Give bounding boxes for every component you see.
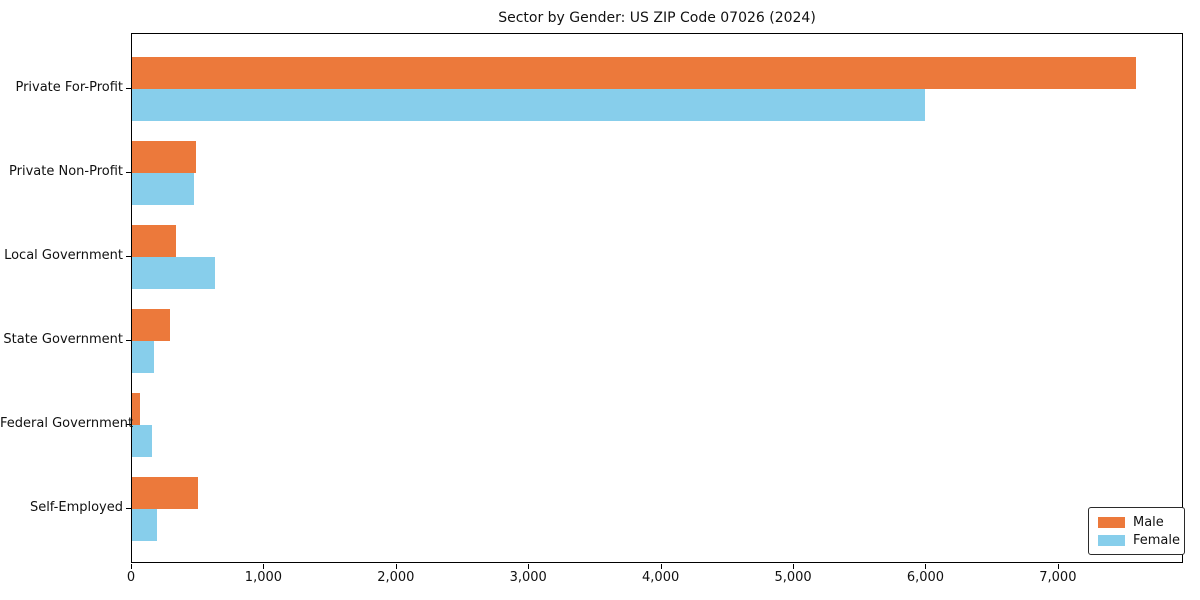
y-tick-label-local-government: Local Government: [4, 248, 123, 263]
y-tick-mark: [126, 508, 131, 509]
x-tick-mark: [263, 564, 265, 569]
y-tick-label-state-government: State Government: [3, 332, 123, 347]
y-tick-label-federal-government: Federal Government: [0, 416, 134, 431]
x-tick-mark: [528, 564, 530, 569]
female-swatch: [1098, 535, 1125, 546]
x-tick-mark: [131, 564, 132, 569]
x-tick-label-6000: 6,000: [906, 570, 945, 585]
x-tick-mark: [660, 564, 662, 569]
y-tick-mark: [126, 88, 131, 89]
x-tick-mark: [395, 564, 397, 569]
male-swatch: [1098, 517, 1125, 528]
x-tick-label-3000: 3,000: [509, 570, 547, 585]
chart-title: Sector by Gender: US ZIP Code 07026 (202…: [498, 10, 816, 26]
x-tick-label-5000: 5,000: [774, 570, 812, 585]
y-tick-label-private-non-profit: Private Non-Profit: [9, 164, 123, 179]
x-tick-mark: [925, 564, 927, 569]
bar-male-state-government: [132, 309, 170, 341]
plot-area: [131, 33, 1183, 563]
x-tick-mark: [793, 564, 795, 569]
legend-label-male: Male: [1133, 515, 1164, 530]
x-tick-label-1000: 1,000: [244, 570, 283, 585]
bar-female-self-employed: [132, 509, 157, 541]
bar-male-federal-government: [132, 393, 140, 425]
y-tick-mark: [126, 256, 131, 257]
x-tick-label-4000: 4,000: [642, 570, 680, 585]
x-tick-label-2000: 2,000: [377, 570, 415, 585]
bar-female-federal-government: [132, 425, 152, 457]
y-tick-label-self-employed: Self-Employed: [29, 500, 123, 515]
bar-male-self-employed: [132, 477, 198, 509]
bar-female-state-government: [132, 341, 154, 373]
legend-label-female: Female: [1133, 533, 1181, 548]
legend-entry-male: Male: [1098, 515, 1176, 530]
bar-male-private-non-profit: [132, 141, 196, 173]
bar-male-private-for-profit: [132, 57, 1136, 89]
y-tick-mark: [126, 172, 131, 173]
bar-male-local-government: [132, 225, 176, 257]
y-tick-label-private-for-profit: Private For-Profit: [15, 80, 123, 95]
bar-female-local-government: [132, 257, 215, 289]
x-tick-label-7000: 7,000: [1039, 570, 1077, 585]
legend: Male Female: [1088, 507, 1185, 555]
legend-entry-female: Female: [1098, 533, 1180, 548]
x-tick-mark: [1057, 564, 1059, 569]
bar-female-private-non-profit: [132, 173, 194, 205]
y-tick-mark: [126, 340, 131, 341]
x-tick-label-0: 0: [126, 570, 136, 585]
bar-female-private-for-profit: [132, 89, 925, 121]
y-tick-mark: [126, 424, 131, 425]
